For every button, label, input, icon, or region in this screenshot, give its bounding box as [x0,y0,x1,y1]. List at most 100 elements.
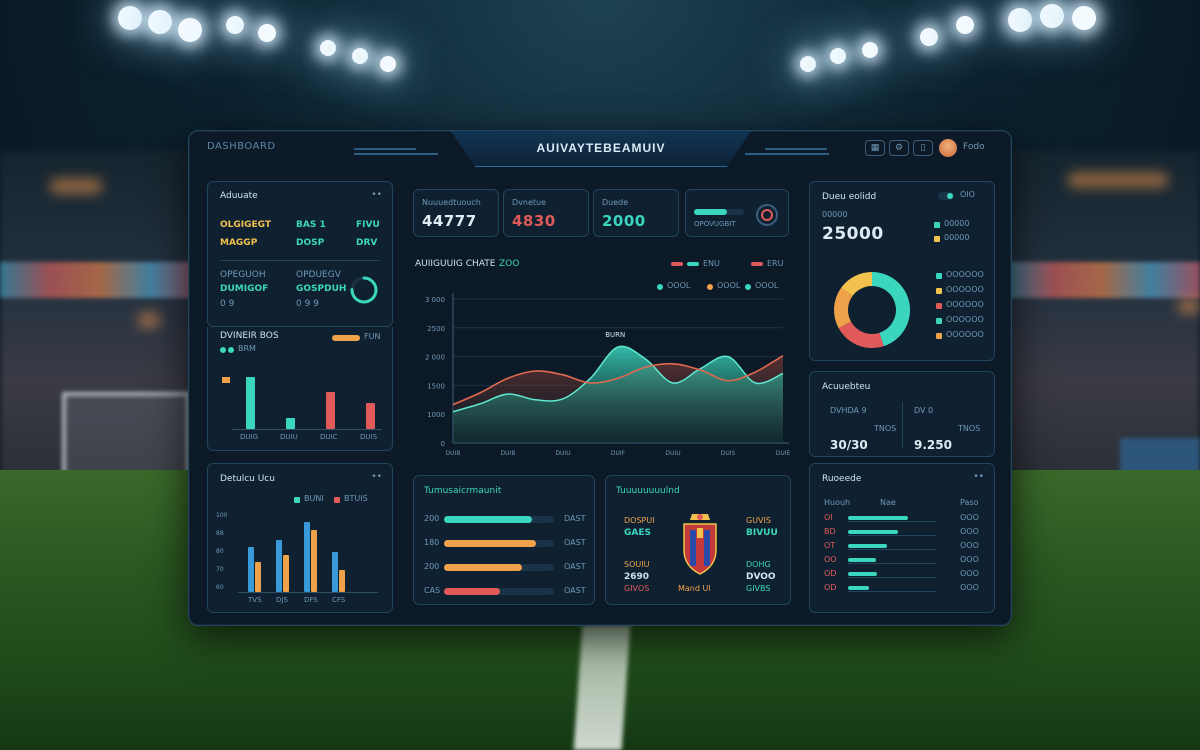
bar[interactable] [311,530,317,592]
metric-value: GOSPDUH [296,284,347,294]
stat-value: 2000 [602,212,646,230]
bar[interactable] [276,540,282,592]
card-title: Acuuebteu [822,382,871,392]
progress-card[interactable]: OPOVUGBIT [685,189,789,237]
stat-card[interactable]: Dvnetue 4830 [503,189,589,237]
row-value: OAST [564,586,586,595]
stat-label: FIVU [356,220,380,230]
card-title: Tuuuuuuuulnd [616,486,680,496]
metric-value: DUMIGOF [220,284,269,294]
bar[interactable] [339,570,345,592]
y-tick-label: 1500 [427,382,445,390]
floodlight [1072,6,1096,30]
stat-label: Dvnetue [512,198,547,207]
progress-list-card: Tumusaicrmaunit 200 DAST 180 OAST 200 OAST CAS… [413,475,595,605]
bar[interactable] [248,547,254,592]
club-stat-label: SOUIU [624,560,650,569]
bar[interactable] [304,522,310,592]
stat-card[interactable]: Duede 2000 [593,189,679,237]
stat-label: Nuuuedtuouch [422,198,481,207]
legend-label: OOOOOO [946,270,984,279]
bar[interactable] [255,562,261,592]
bar[interactable] [332,552,338,592]
deco-line [354,153,438,155]
divider [220,260,380,261]
club-card[interactable]: Tuuuuuuuulnd DOSPUI GAES SOUIU 2690 GIVO… [605,475,791,605]
deco-line [765,148,827,150]
metric-sub: 0 9 [220,299,235,309]
progress-fill[interactable] [444,540,536,547]
floodlight [862,42,878,58]
row-value: DAST [564,514,586,523]
bar[interactable] [246,376,255,429]
bar[interactable] [283,555,289,592]
pitch-line [573,625,631,750]
y-tick-label: 3 000 [425,296,445,304]
toggle-knob [947,193,953,199]
stat-card[interactable]: Nuuuedtuouch 44777 [413,189,499,237]
badge-label: FUN [364,332,381,341]
more-icon[interactable]: •• [371,472,382,482]
settings-icon[interactable]: ⚙ [889,140,909,156]
legend-label: ENU [703,259,720,268]
club-crest-icon [683,514,717,575]
avatar[interactable] [939,139,957,157]
bell-icon[interactable]: ▯ [913,140,933,156]
row-bar[interactable] [848,572,878,576]
bar[interactable] [326,391,335,429]
row-bar[interactable] [848,586,869,590]
legend-swatch [936,333,942,339]
row-bar[interactable] [848,516,908,520]
amber-light [50,178,102,194]
legend-label: ERU [767,259,784,268]
stat-label: OLGIGEGT [220,220,272,230]
row-bar[interactable] [848,544,887,548]
legend-swatch [334,497,340,503]
x-tick-label: DUIS [721,450,736,457]
progress-label: OPOVUGBIT [694,220,736,228]
card-title: DVINEIR BOS [220,331,279,341]
bar-chart: DUIG DUIU DUIC DUIS [208,327,394,451]
donut-slice [838,321,884,348]
ring-icon [756,204,778,226]
row-line [848,563,936,564]
divider [902,402,903,448]
deco-line [354,148,416,150]
ranking-table: OI OOO BD OOO OT OOO OO OOO OD OOO OD OOO [810,464,996,614]
floodlight [380,56,396,72]
row-label: BD [824,527,836,536]
more-icon[interactable]: •• [973,472,984,482]
card-title: Dueu eolidd [822,192,877,202]
series-line-eru [452,354,784,406]
row-line [848,521,936,522]
amber-light [138,312,160,328]
cell-value: 9.250 [914,438,952,452]
bar[interactable] [286,417,295,429]
legend-dot [745,284,751,290]
goal-post [62,392,190,476]
x-tick-label: DJS [276,596,288,604]
x-tick-label: CFS [332,596,346,604]
row-bar[interactable] [848,530,899,534]
row-value: OOO [960,513,979,522]
floodlight [1040,4,1064,28]
progress-fill[interactable] [444,564,522,571]
grid-icon[interactable]: ▦ [865,140,885,156]
floodlight [352,48,368,64]
toggle[interactable] [938,192,954,200]
dashboard-panel: DASHBOARD AUIVAYTEBEAMUIV ▦ ⚙ ▯ Fodo Adu… [188,130,1012,626]
bar[interactable] [366,402,375,429]
floodlight [118,6,142,30]
crowd-left [0,150,220,480]
club-stat-value: BIVUU [746,528,778,538]
chart-title: AUIIGUUIG CHATE [415,259,496,269]
cell-label: DV 0 [914,406,934,415]
progress-fill[interactable] [444,588,500,595]
user-name[interactable]: Fodo [963,142,985,152]
more-icon[interactable]: •• [371,190,382,200]
row-bar[interactable] [848,558,876,562]
legend-label: OOOOOO [946,315,984,324]
progress-fill[interactable] [444,516,532,523]
legend-swatch [671,262,683,266]
club-stat-label: DOSPUI [624,516,655,525]
